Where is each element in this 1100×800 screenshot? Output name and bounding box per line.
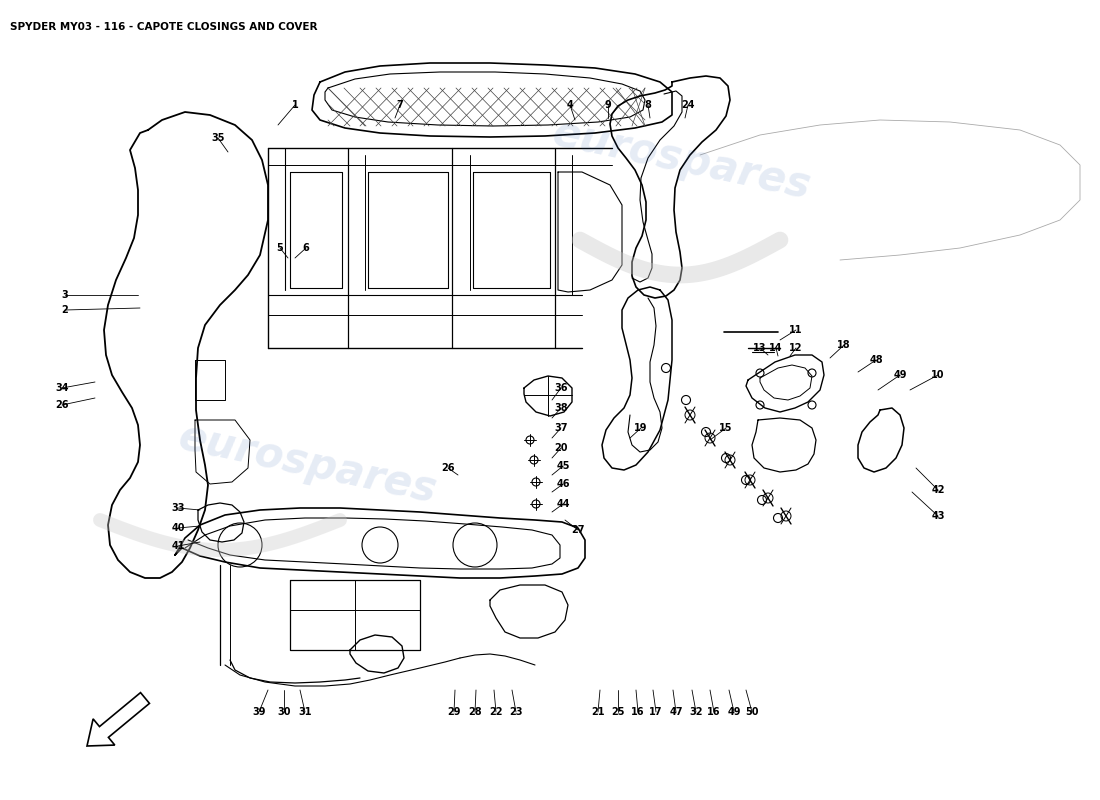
Text: 9: 9 (605, 100, 612, 110)
Text: 39: 39 (252, 707, 266, 717)
Text: 45: 45 (557, 461, 570, 471)
Text: 35: 35 (211, 133, 224, 143)
Text: 47: 47 (669, 707, 683, 717)
Text: eurospares: eurospares (549, 112, 815, 208)
Text: 2: 2 (62, 305, 68, 315)
Text: 19: 19 (635, 423, 648, 433)
Text: 42: 42 (932, 485, 945, 495)
Text: 10: 10 (932, 370, 945, 380)
Text: 16: 16 (631, 707, 645, 717)
Text: 44: 44 (557, 499, 570, 509)
Text: 30: 30 (277, 707, 290, 717)
Text: 33: 33 (172, 503, 185, 513)
Text: 40: 40 (172, 523, 185, 533)
Text: eurospares: eurospares (175, 416, 441, 512)
Text: 36: 36 (554, 383, 568, 393)
Text: 13: 13 (754, 343, 767, 353)
FancyArrow shape (87, 693, 150, 746)
Text: 6: 6 (302, 243, 309, 253)
Text: 8: 8 (645, 100, 651, 110)
Text: 18: 18 (837, 340, 850, 350)
Text: 37: 37 (554, 423, 568, 433)
Text: 25: 25 (612, 707, 625, 717)
Text: 22: 22 (490, 707, 503, 717)
Text: 28: 28 (469, 707, 482, 717)
Text: 50: 50 (746, 707, 759, 717)
Text: 34: 34 (55, 383, 68, 393)
Text: 38: 38 (554, 403, 568, 413)
Text: 20: 20 (554, 443, 568, 453)
Text: 4: 4 (566, 100, 573, 110)
Text: 29: 29 (448, 707, 461, 717)
Text: 27: 27 (571, 525, 585, 535)
Text: 15: 15 (719, 423, 733, 433)
Text: 46: 46 (557, 479, 570, 489)
Text: 31: 31 (298, 707, 311, 717)
Text: 5: 5 (276, 243, 284, 253)
Text: 49: 49 (893, 370, 906, 380)
Text: 49: 49 (727, 707, 740, 717)
Text: 21: 21 (592, 707, 605, 717)
Text: 7: 7 (397, 100, 404, 110)
Text: 26: 26 (55, 400, 68, 410)
Text: 17: 17 (649, 707, 662, 717)
Text: 3: 3 (62, 290, 68, 300)
Text: 41: 41 (172, 541, 185, 551)
Text: 14: 14 (769, 343, 783, 353)
Text: 23: 23 (509, 707, 522, 717)
Text: 16: 16 (707, 707, 721, 717)
Text: 26: 26 (441, 463, 454, 473)
Text: 43: 43 (932, 511, 945, 521)
Text: SPYDER MY03 - 116 - CAPOTE CLOSINGS AND COVER: SPYDER MY03 - 116 - CAPOTE CLOSINGS AND … (10, 22, 318, 32)
Text: 48: 48 (869, 355, 883, 365)
Text: 32: 32 (690, 707, 703, 717)
Text: 11: 11 (790, 325, 803, 335)
Text: 1: 1 (292, 100, 298, 110)
Text: 12: 12 (790, 343, 803, 353)
Text: 24: 24 (681, 100, 695, 110)
